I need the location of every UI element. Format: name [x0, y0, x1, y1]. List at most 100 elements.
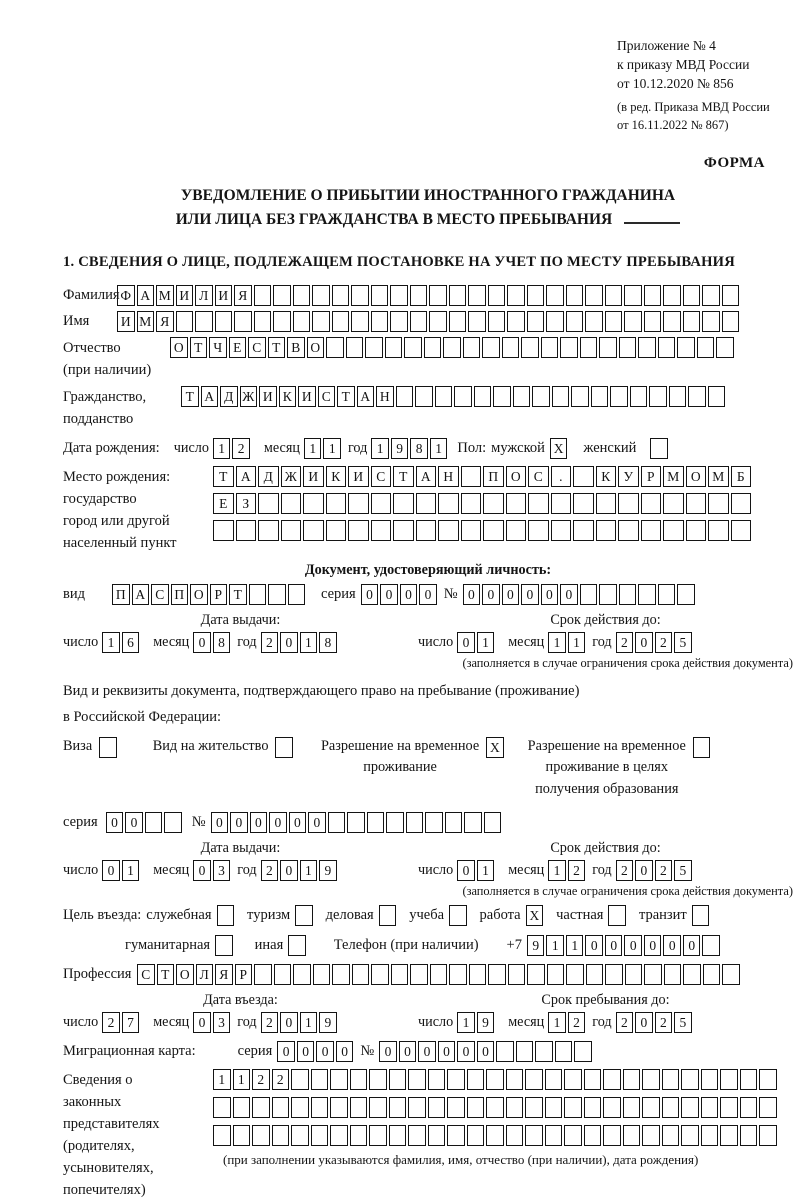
char-cell: [429, 311, 447, 332]
char-cell: [390, 285, 408, 306]
char-cell: 3: [212, 860, 231, 882]
legal-reps-label: Сведения о законных представителях (роди…: [63, 1069, 213, 1201]
year-label: год: [592, 1014, 612, 1031]
char-cell: [280, 493, 301, 515]
char-cell: [720, 1097, 738, 1119]
char-cell: М: [708, 466, 729, 488]
name-label: Имя: [63, 313, 90, 329]
char-cell: [351, 311, 369, 332]
char-cell: Е: [228, 337, 246, 358]
year-label: год: [592, 862, 612, 879]
char-cell: И: [298, 386, 316, 408]
char-cell: 0: [105, 812, 124, 834]
char-cell: 0: [296, 1041, 315, 1063]
char-cell: 0: [624, 935, 642, 957]
char-cell: [573, 493, 594, 515]
char-cell: [213, 520, 234, 542]
passport-expiry-heading: Срок действия до:: [550, 612, 661, 629]
char-cell: [535, 1041, 553, 1063]
char-cell: [721, 285, 739, 306]
day-label: число: [63, 634, 99, 651]
month-label: месяц: [508, 634, 545, 651]
char-cell: 0: [521, 584, 539, 606]
char-cell: Т: [156, 964, 174, 986]
char-cell: А: [235, 466, 256, 488]
char-cell: 1: [567, 632, 586, 654]
char-cell: [702, 935, 720, 957]
char-cell: [661, 1125, 679, 1147]
char-cell: [393, 520, 414, 542]
char-cell: [560, 337, 578, 358]
permit-option-residence: Вид на жительство: [153, 736, 295, 758]
citation-line: Приложение № 4: [617, 38, 716, 53]
year-label: год: [592, 634, 612, 651]
purpose-option: транзит: [639, 905, 711, 927]
char-cell: 0: [193, 1012, 211, 1034]
char-cell: [722, 964, 740, 986]
char-cell: 0: [419, 584, 437, 606]
char-cell: [232, 1097, 250, 1119]
day-label: число: [418, 1014, 454, 1031]
char-cell: [291, 1069, 309, 1091]
char-cell: [365, 337, 383, 358]
char-cell: Т: [181, 386, 199, 408]
purpose-option-label: деловая: [325, 907, 374, 924]
char-cell: 8: [319, 632, 337, 654]
char-cell: 0: [193, 632, 211, 654]
char-cell: [721, 311, 739, 332]
char-cell: [438, 520, 459, 542]
validity-note: (заполняется в случае ограничения срока …: [462, 656, 793, 671]
char-cell: [348, 493, 369, 515]
char-cell: З: [235, 493, 256, 515]
char-cell: Р: [209, 584, 227, 606]
char-cell: 1: [371, 438, 389, 460]
char-cell: [464, 812, 482, 834]
char-cell: Р: [640, 466, 661, 488]
char-cell: [325, 520, 346, 542]
amendment-line: от 16.11.2022 № 867): [617, 118, 729, 133]
char-cell: 0: [398, 1041, 417, 1063]
char-cell: Я: [234, 285, 252, 306]
char-cell: 0: [457, 1041, 475, 1063]
char-cell: [310, 1069, 328, 1091]
char-cell: [564, 1069, 582, 1091]
char-cell: [605, 964, 623, 986]
char-cell: [415, 520, 436, 542]
permit-option-label: Вид на жительство: [152, 738, 269, 754]
char-cell: [466, 1097, 484, 1119]
char-cell: 0: [249, 812, 268, 834]
char-cell: С: [248, 337, 266, 358]
char-cell: 0: [379, 1041, 397, 1063]
char-cell: 8: [410, 438, 428, 460]
residence-doc-intro-line: в Российской Федерации:: [63, 708, 222, 725]
char-cell: [273, 964, 291, 986]
char-cell: [526, 285, 544, 306]
char-cell: [330, 1125, 348, 1147]
char-cell: [720, 1069, 738, 1091]
char-cell: [483, 493, 504, 515]
char-cell: [700, 1097, 718, 1119]
char-cell: [505, 1069, 523, 1091]
char-cell: [332, 964, 350, 986]
char-cell: П: [170, 584, 188, 606]
migration-number-label: №: [360, 1043, 375, 1060]
char-cell: [546, 285, 564, 306]
char-cell: [629, 386, 647, 408]
char-cell: [622, 1097, 640, 1119]
char-cell: [447, 1069, 465, 1091]
char-cell: [312, 964, 330, 986]
purpose-option: деловая: [325, 905, 399, 927]
char-cell: [708, 493, 729, 515]
char-cell: С: [151, 584, 169, 606]
